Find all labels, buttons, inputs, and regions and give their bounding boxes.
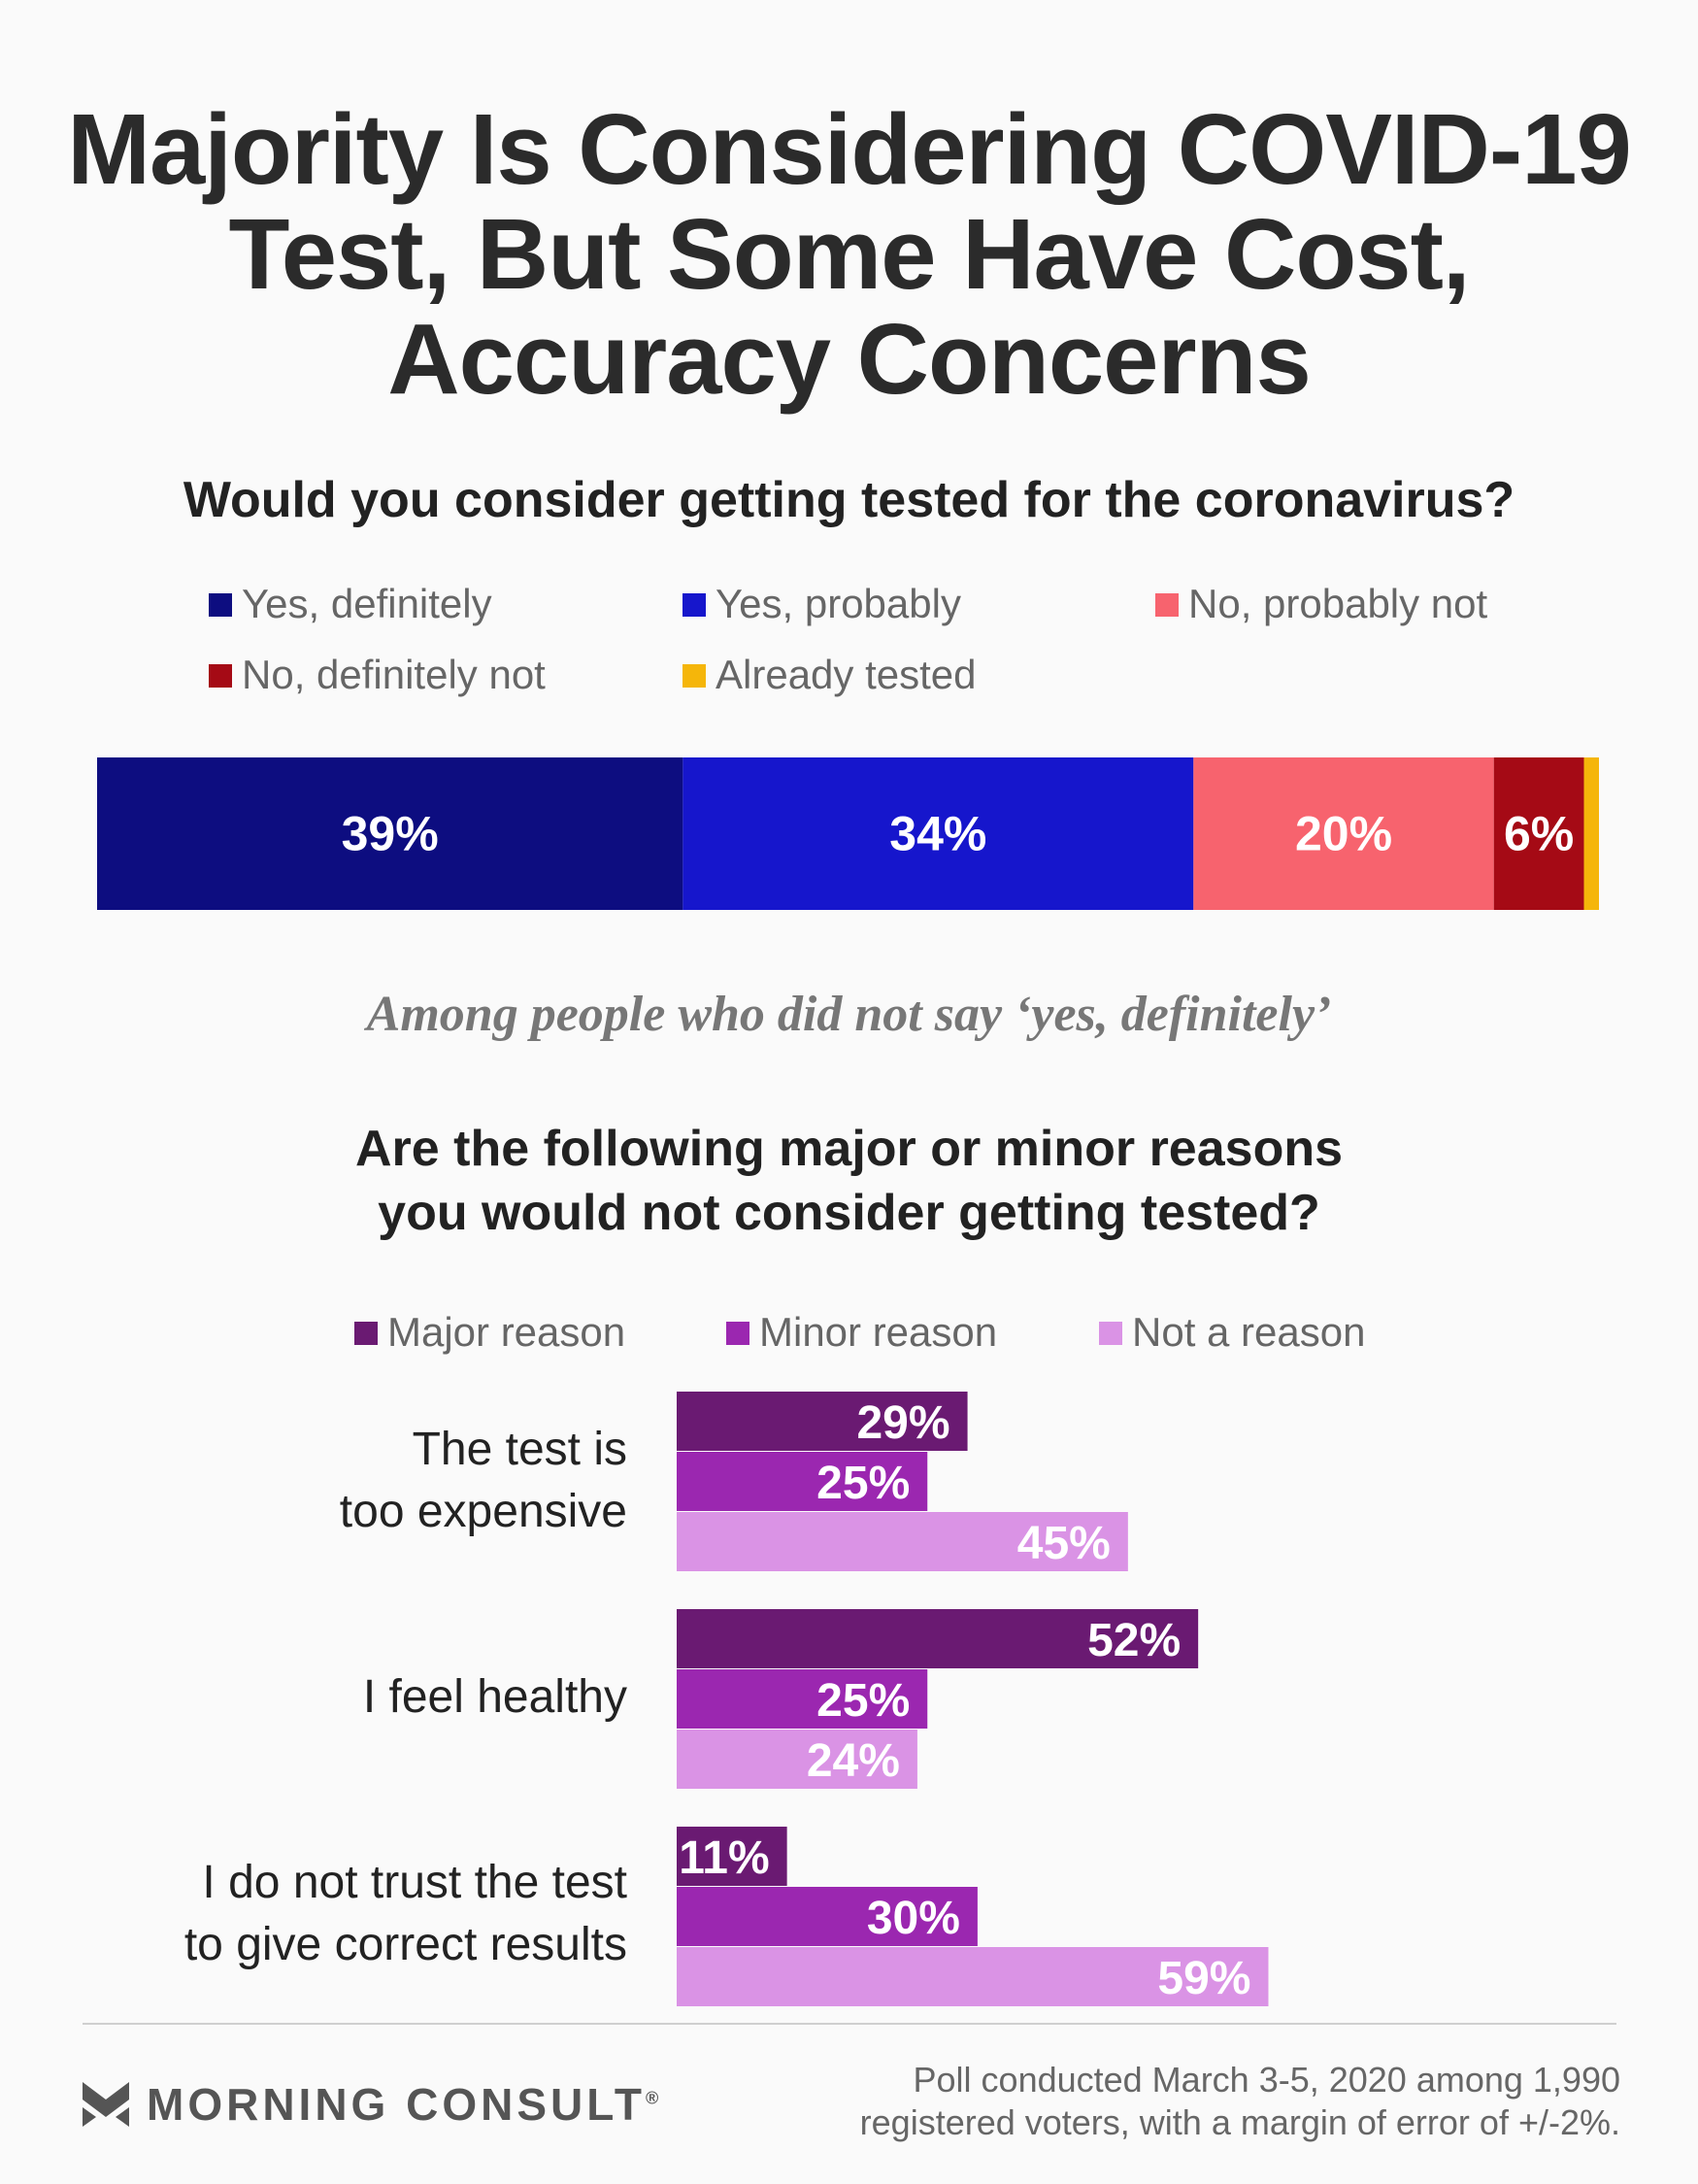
legend-swatch [354,1322,378,1345]
stack-segment-label: 6% [1504,807,1574,861]
group-bar [677,1452,928,1511]
category-label-line: too expensive [339,1486,627,1537]
group-bar [677,1512,1128,1571]
legend-item: No, probably not [1155,581,1487,627]
footnote-line: registered voters, with a margin of erro… [859,2102,1620,2142]
category-label-line: to give correct results [183,1919,627,1970]
group-bar-label: 29% [856,1397,949,1449]
stack-segment-label: 39% [342,807,439,861]
stack-segment-label: 34% [889,807,986,861]
legend-swatch [683,664,706,688]
legend-item: Yes, definitely [209,581,492,627]
chart-title-line: Test, But Some Have Cost, [228,198,1470,310]
question-2-title-line: you would not consider getting tested? [378,1185,1320,1241]
chart-title-line: Majority Is Considering COVID-19 [67,93,1632,205]
group-bar-label: 59% [1157,1953,1250,2004]
legend-item: Already tested [683,652,977,698]
question-2-title-line: Are the following major or minor reasons [354,1121,1344,1177]
question-2-title: Are the following major or minor reasons… [39,1117,1659,1245]
group-bar-label: 25% [816,1458,910,1509]
chart-title-line: Accuracy Concerns [387,303,1312,415]
group-bar-label: 45% [1017,1518,1111,1569]
morning-consult-logo-icon [83,2082,129,2127]
chart-title: Majority Is Considering COVID-19 Test, B… [58,97,1640,412]
legend-item: Not a reason [1099,1309,1365,1356]
group-bar-label: 24% [807,1735,900,1787]
stack-segment [1193,757,1494,910]
registered-mark: ® [646,2088,659,2108]
stacked-bar-chart: 39% 34% 20% 6% [97,757,1599,910]
legend-item: Major reason [354,1309,625,1356]
question-1-title: Would you consider getting tested for th… [183,472,1515,528]
group-bar [677,1827,787,1886]
subgroup-note: Among people who did not say ‘yes, defin… [366,987,1332,1042]
legend-label: Yes, definitely [242,581,492,626]
group-bar-label: 11% [679,1832,769,1884]
stack-segment [683,757,1194,910]
legend-swatch [209,664,232,688]
stack-segment [1493,757,1584,910]
legend-label: Already tested [716,652,977,697]
legend-swatch [1099,1322,1122,1345]
group-bar [677,1669,928,1729]
group-bar [677,1730,917,1789]
category-label-line: I do not trust the test [202,1857,627,1908]
category-label: The test is too expensive [340,1419,627,1543]
group-bar [677,1947,1269,2006]
legend-item: No, definitely not [209,652,546,698]
category-label: I feel healthy [363,1666,627,1729]
legend-label: Yes, probably [716,581,961,626]
group-bar [677,1887,978,1946]
category-label-line: The test is [412,1424,627,1475]
legend-label: Not a reason [1132,1309,1366,1355]
stack-segment-label: 20% [1295,807,1392,861]
group-bar [677,1609,1199,1668]
footnote-line: Poll conducted March 3-5, 2020 among 1,9… [913,2060,1620,2100]
group-bar [677,1392,968,1451]
footer-divider [83,2023,1616,2025]
legend-label: No, definitely not [242,652,546,697]
legend-label: Minor reason [759,1309,998,1355]
stack-segment [97,757,683,910]
legend-item: Minor reason [726,1309,997,1356]
legend-swatch [209,593,232,617]
stack-segment [1583,757,1599,910]
grouped-bar-chart: 29% 25% 45% 52% 25% 24% 11% 30% 59% [677,1392,1269,2006]
group-bar-label: 30% [867,1893,960,1944]
category-label-line: I feel healthy [362,1671,627,1723]
legend-swatch [1155,593,1179,617]
legend-swatch [683,593,706,617]
legend-item: Yes, probably [683,581,961,627]
footnote: Poll conducted March 3-5, 2020 among 1,9… [860,2059,1620,2144]
legend-swatch [726,1322,749,1345]
group-bar-label: 25% [816,1675,910,1727]
legend-label: Major reason [387,1309,626,1355]
group-bar-label: 52% [1087,1615,1181,1666]
category-label: I do not trust the test to give correct … [184,1852,627,1976]
brand-name: MORNING CONSULT® [147,2079,659,2130]
legend-label: No, probably not [1188,581,1488,626]
brand-logo: MORNING CONSULT® [83,2078,658,2131]
